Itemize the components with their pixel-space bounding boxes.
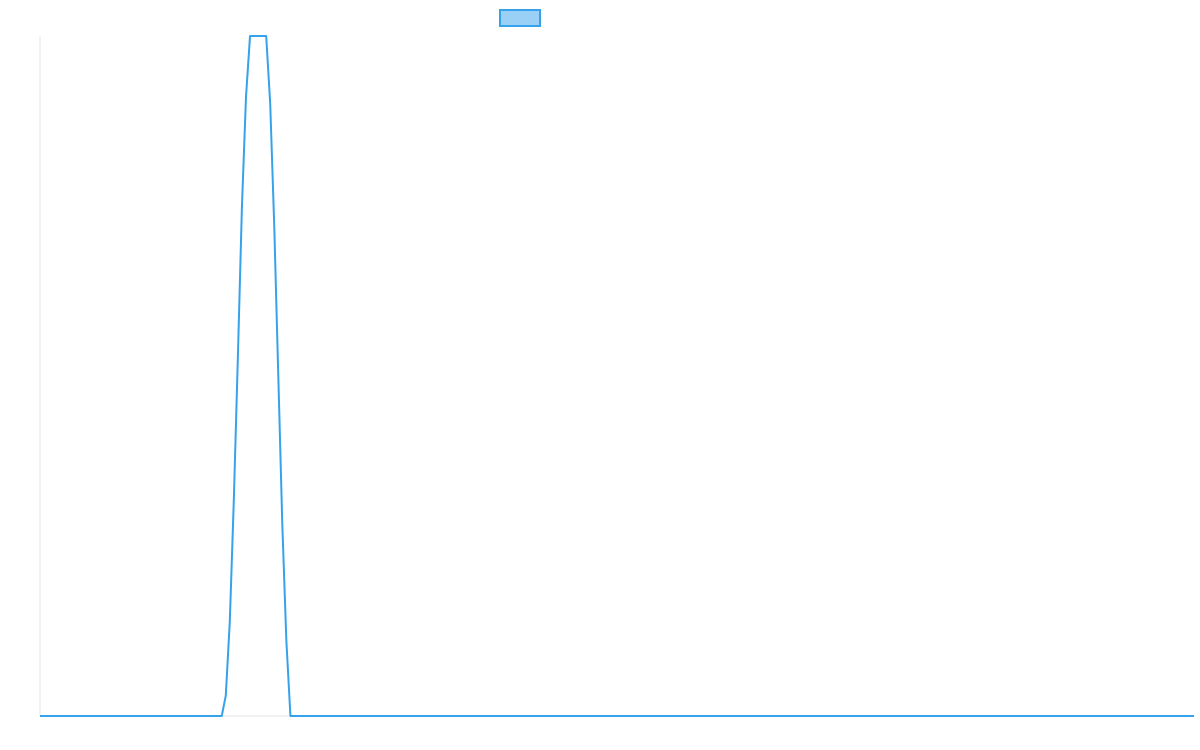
axes: [39, 36, 1194, 717]
legend-swatch[interactable]: [499, 9, 541, 27]
series-layer: [40, 35, 1194, 717]
legend-item[interactable]: [499, 9, 541, 27]
series-line[interactable]: [40, 35, 1194, 717]
legend[interactable]: [499, 9, 541, 27]
